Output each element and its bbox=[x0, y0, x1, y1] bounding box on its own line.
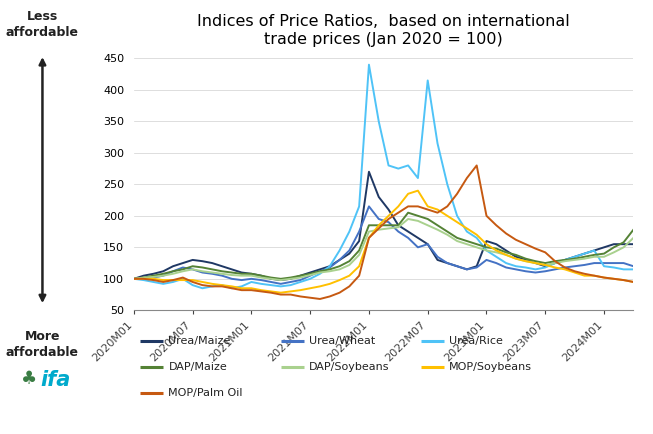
Text: Urea/Rice: Urea/Rice bbox=[449, 335, 503, 346]
Text: DAP/Soybeans: DAP/Soybeans bbox=[309, 362, 389, 372]
Text: MOP/Palm Oil: MOP/Palm Oil bbox=[168, 388, 243, 398]
FancyArrowPatch shape bbox=[40, 60, 45, 300]
Text: DAP/Maize: DAP/Maize bbox=[168, 362, 227, 372]
Text: Urea/Maize: Urea/Maize bbox=[168, 335, 231, 346]
Text: Less
affordable: Less affordable bbox=[6, 10, 79, 39]
Text: ifa: ifa bbox=[40, 370, 71, 390]
Title: Indices of Price Ratios,  based on international
trade prices (Jan 2020 = 100): Indices of Price Ratios, based on intern… bbox=[197, 14, 570, 47]
Text: Urea/Wheat: Urea/Wheat bbox=[309, 335, 375, 346]
Text: MOP/Soybeans: MOP/Soybeans bbox=[449, 362, 532, 372]
Text: ♣: ♣ bbox=[22, 371, 37, 389]
Text: More
affordable: More affordable bbox=[6, 330, 79, 359]
